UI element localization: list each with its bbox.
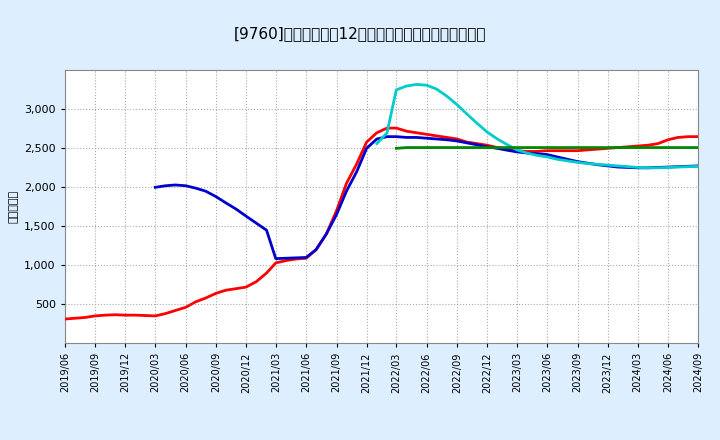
Y-axis label: （百万円）: （百万円）	[9, 190, 19, 224]
Text: [9760]　当期純利益12か月移動合計の標準偏差の推移: [9760] 当期純利益12か月移動合計の標準偏差の推移	[234, 26, 486, 41]
